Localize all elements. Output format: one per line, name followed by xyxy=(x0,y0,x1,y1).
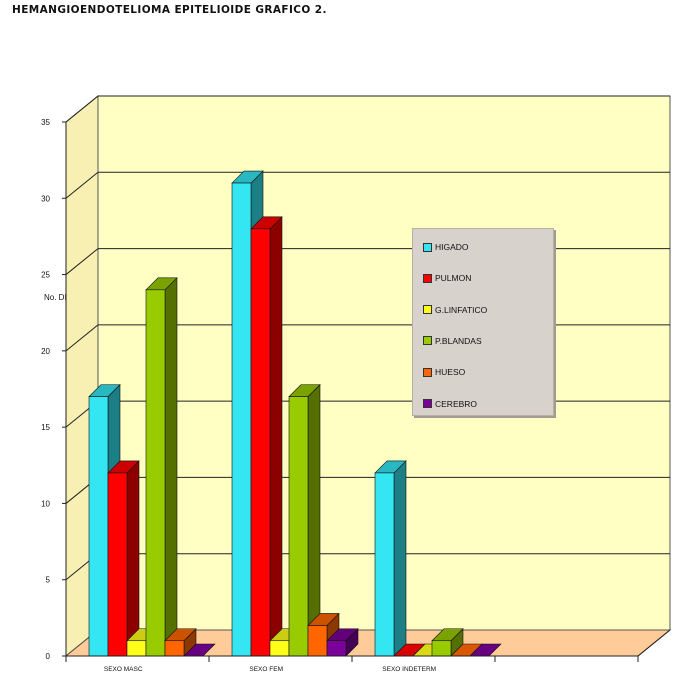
bar-side xyxy=(269,216,283,657)
bar-front xyxy=(231,182,252,657)
y-tick-label: 0 xyxy=(46,652,51,661)
bar-front xyxy=(250,228,271,657)
y-tick-label: 35 xyxy=(41,118,50,127)
bar xyxy=(374,460,407,657)
chart-axes xyxy=(62,121,671,662)
legend-label: P.BLANDAS xyxy=(435,335,482,346)
bar xyxy=(164,628,197,657)
x-tick-label: SEXO FEM xyxy=(249,666,283,673)
gridline xyxy=(65,95,670,123)
legend-swatch xyxy=(423,242,432,252)
bar-front xyxy=(164,640,185,657)
legend-swatch xyxy=(423,273,432,283)
bar-front xyxy=(269,640,290,657)
bar-front xyxy=(374,472,395,657)
legend-item: CEREBRO xyxy=(423,398,477,410)
bar xyxy=(431,628,464,657)
y-tick-label: 10 xyxy=(41,499,50,508)
x-tick-labels: SEXO MASC SEXO FEM SEXO INDETERM xyxy=(104,666,436,673)
legend-label: CEREBRO xyxy=(435,398,478,409)
bar-front xyxy=(288,396,309,657)
bar-front xyxy=(88,396,109,657)
y-tick-label: 20 xyxy=(41,347,50,356)
bar-side xyxy=(126,460,140,657)
legend-label: HIGADO xyxy=(435,242,469,252)
y-tick-label: 25 xyxy=(41,271,50,280)
y-tick-labels: 0 5 10 15 20 25 30 35 xyxy=(41,118,50,661)
bar xyxy=(145,277,178,657)
bar xyxy=(250,216,283,657)
chart-title: HEMANGIOENDOTELIOMA EPITELIOIDE GRAFICO … xyxy=(12,4,327,16)
chart-bars xyxy=(88,170,502,657)
y-tick-label: 15 xyxy=(41,423,50,432)
chart-legend: HIGADO PULMON G.LINFATICO P.BLANDAS HUESO CER… xyxy=(412,228,554,416)
legend-label: HUESO xyxy=(435,367,466,378)
x-tick-label: SEXO MASC xyxy=(104,666,143,673)
y-tick-label: 5 xyxy=(46,576,51,585)
y-tick-label: 30 xyxy=(41,194,50,203)
legend-swatch xyxy=(423,399,432,408)
bar xyxy=(288,383,321,657)
bar-side xyxy=(164,277,178,657)
x-tick-label: SEXO INDETERM xyxy=(382,666,436,673)
legend-swatch xyxy=(423,367,432,377)
gridline xyxy=(65,171,670,199)
legend-item: P.BLANDAS xyxy=(423,335,482,347)
bar-front xyxy=(326,640,347,657)
legend-swatch xyxy=(423,336,432,346)
bar-front xyxy=(126,640,147,657)
bar-front xyxy=(307,625,328,657)
legend-item: G.LINFATICO xyxy=(423,304,487,316)
bar-front xyxy=(107,472,128,657)
legend-item: HIGADO xyxy=(423,241,469,253)
bar-front xyxy=(145,289,166,657)
legend-item: HUESO xyxy=(423,366,465,378)
floor-edge xyxy=(637,629,671,657)
bar-front xyxy=(431,640,452,657)
bar-side xyxy=(393,460,407,657)
legend-swatch xyxy=(423,305,432,315)
legend-item: PULMON xyxy=(423,272,471,284)
bar xyxy=(107,460,140,657)
legend-label: G.LINFATICO xyxy=(435,304,488,315)
legend-label: PULMON xyxy=(435,273,472,284)
